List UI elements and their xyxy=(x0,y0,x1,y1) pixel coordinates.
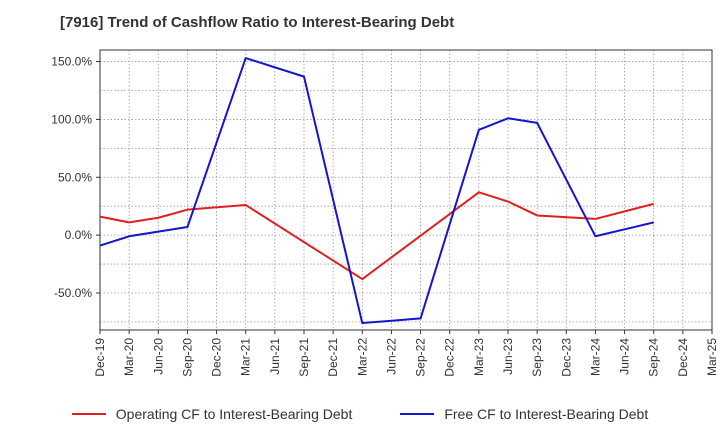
x-tick-label: Dec-20 xyxy=(210,338,224,377)
x-tick-label: Sep-22 xyxy=(414,338,428,377)
y-tick-label: 100.0% xyxy=(51,112,92,126)
y-tick-label: 150.0% xyxy=(51,55,92,69)
x-tick-label: Mar-21 xyxy=(239,338,253,376)
legend-item-free-cf: Free CF to Interest-Bearing Debt xyxy=(400,406,648,422)
x-tick-label: Dec-23 xyxy=(559,338,573,377)
x-tick-label: Mar-23 xyxy=(472,338,486,376)
x-tick-label: Mar-22 xyxy=(355,338,369,376)
y-tick-label: 50.0% xyxy=(58,170,92,184)
y-tick-label: -50.0% xyxy=(54,286,92,300)
legend-label-free-cf: Free CF to Interest-Bearing Debt xyxy=(444,406,649,422)
x-tick-label: Sep-24 xyxy=(647,338,661,377)
x-tick-label: Dec-19 xyxy=(93,338,107,377)
legend-label-operating-cf: Operating CF to Interest-Bearing Debt xyxy=(115,406,353,422)
x-tick-label: Sep-23 xyxy=(530,338,544,377)
y-tick-label: 0.0% xyxy=(65,228,93,242)
legend-item-operating-cf: Operating CF to Interest-Bearing Debt xyxy=(71,406,353,422)
operating-cf-line xyxy=(99,191,654,281)
x-tick-label: Jun-21 xyxy=(268,338,282,375)
x-tick-label: Dec-21 xyxy=(326,338,340,377)
x-tick-label: Dec-22 xyxy=(443,338,457,377)
x-tick-label: Sep-20 xyxy=(180,338,194,377)
x-tick-label: Jun-24 xyxy=(618,338,632,375)
x-tick-label: Jun-20 xyxy=(151,338,165,375)
x-tick-label: Dec-24 xyxy=(676,338,690,377)
x-tick-label: Mar-20 xyxy=(122,338,136,376)
free-cf-line xyxy=(99,57,654,325)
x-tick-label: Sep-21 xyxy=(297,338,311,377)
x-tick-label: Jun-22 xyxy=(384,338,398,375)
plot-frame xyxy=(99,49,713,331)
chart-legend: Operating CF to Interest-Bearing Debt Fr… xyxy=(0,400,720,428)
x-tick-label: Mar-25 xyxy=(705,338,719,376)
x-tick-label: Mar-24 xyxy=(588,338,602,376)
chart-title: [7916] Trend of Cashflow Ratio to Intere… xyxy=(60,14,455,31)
line-chart: 150.0% 100.0% 50.0% 0.0% -50.0% Dec-19 Mar-20 J… xyxy=(51,49,719,377)
legend-swatch-free-cf xyxy=(400,413,435,415)
legend-swatch-operating-cf xyxy=(71,413,106,415)
x-tick-label: Jun-23 xyxy=(501,338,515,375)
